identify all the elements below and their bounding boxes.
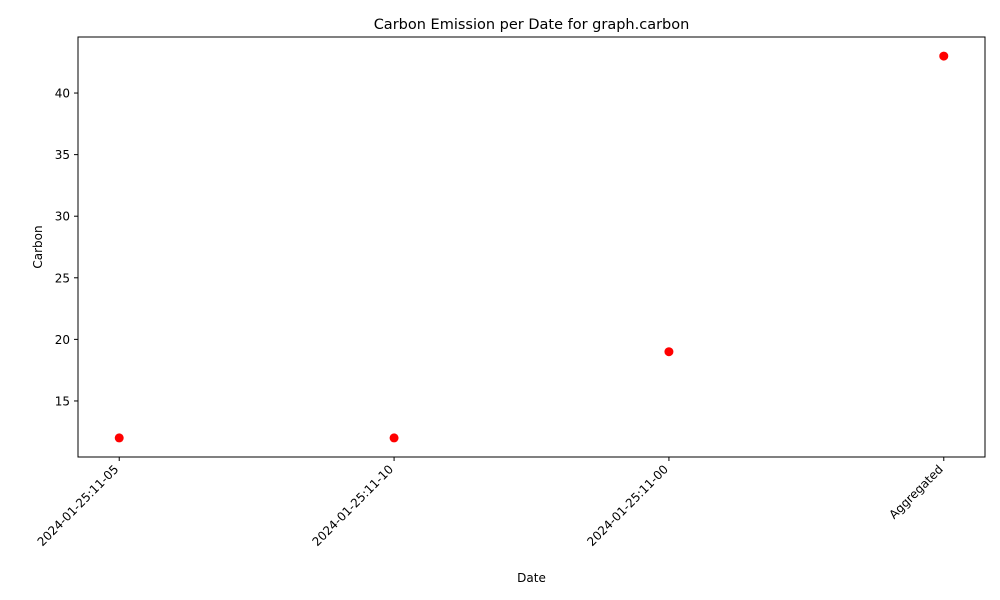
y-tick-label: 15: [55, 394, 70, 408]
y-tick-label: 20: [55, 333, 70, 347]
data-point: [939, 51, 949, 61]
data-point: [389, 433, 399, 443]
x-tick-label: 2024-01-25:11-00: [584, 462, 671, 549]
data-point: [114, 433, 124, 443]
y-tick-label: 30: [55, 210, 70, 224]
y-tick-label: 25: [55, 271, 70, 285]
x-tick-label: 2024-01-25:11-05: [35, 462, 122, 549]
axes-frame: [77, 36, 986, 458]
y-axis-label: Carbon: [31, 225, 45, 268]
x-tick-label: Aggregated: [886, 462, 946, 522]
x-tick-label: 2024-01-25:11-10: [309, 462, 396, 549]
x-axis-label: Date: [517, 571, 546, 585]
y-tick-label: 35: [55, 148, 70, 162]
data-point: [664, 347, 674, 357]
plot-area: 15 20 25 30 35 40 2024-01-25:11-05 2024-01-25:1…: [35, 36, 986, 549]
y-tick-label: 40: [55, 87, 70, 101]
chart-title: Carbon Emission per Date for graph.carbo…: [374, 17, 690, 33]
